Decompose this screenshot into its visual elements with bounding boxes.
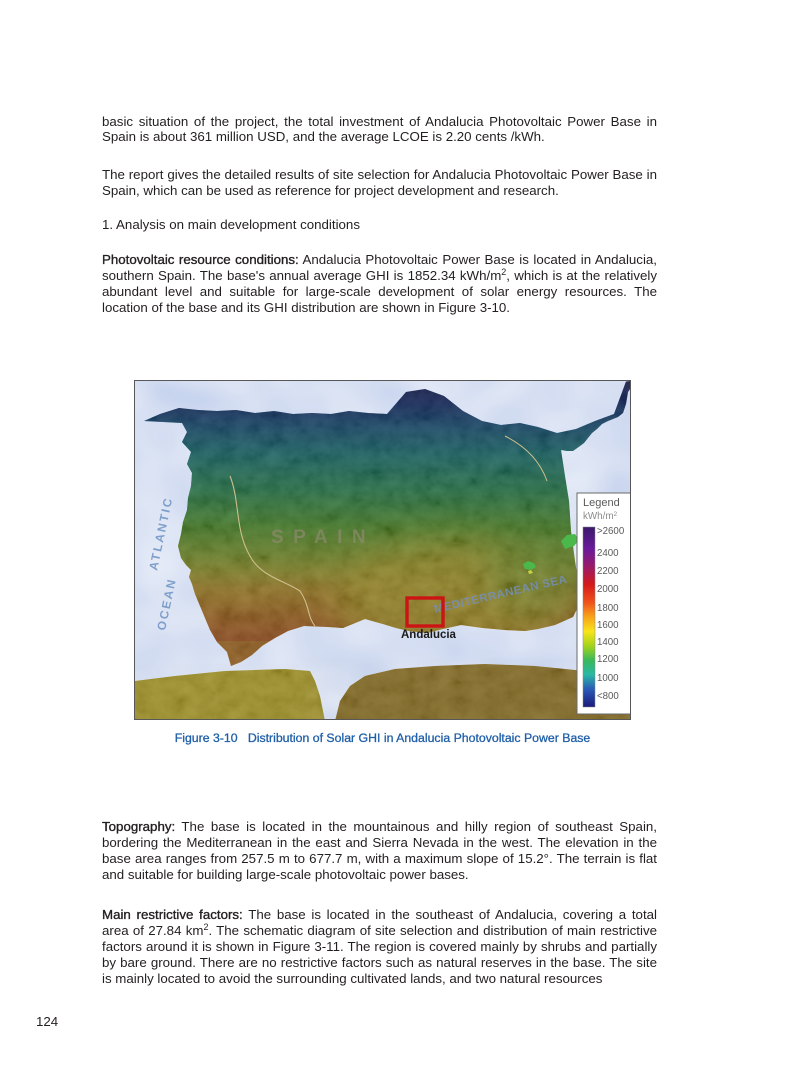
svg-text:SPAIN: SPAIN [271, 527, 375, 548]
svg-text:Andalucia: Andalucia [401, 629, 457, 641]
svg-text:2200: 2200 [597, 566, 619, 577]
svg-text:1400: 1400 [597, 637, 619, 648]
svg-text:2400: 2400 [597, 548, 619, 559]
svg-text:Legend: Legend [583, 497, 620, 509]
svg-text:1000: 1000 [597, 673, 619, 684]
svg-text:2000: 2000 [597, 584, 619, 595]
svg-text:>2600: >2600 [597, 526, 625, 537]
svg-text:1600: 1600 [597, 620, 619, 631]
svg-text:1200: 1200 [597, 654, 619, 665]
svg-text:1800: 1800 [597, 603, 619, 614]
svg-text:<800: <800 [597, 691, 619, 702]
svg-text:kWh/m2: kWh/m2 [583, 511, 617, 522]
